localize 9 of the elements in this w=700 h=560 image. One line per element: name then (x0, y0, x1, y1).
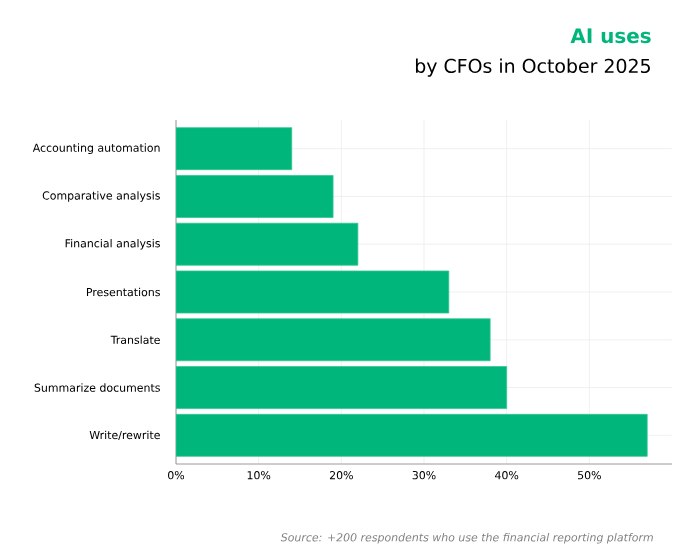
bar (176, 413, 648, 457)
bar (176, 175, 334, 218)
bar (176, 318, 491, 362)
bar (176, 366, 508, 409)
bar (176, 270, 450, 314)
bar (176, 127, 293, 171)
bar (176, 222, 359, 266)
chart-subtitle: by CFOs in October 2025 (415, 58, 650, 77)
chart-title: AI uses (570, 28, 651, 44)
